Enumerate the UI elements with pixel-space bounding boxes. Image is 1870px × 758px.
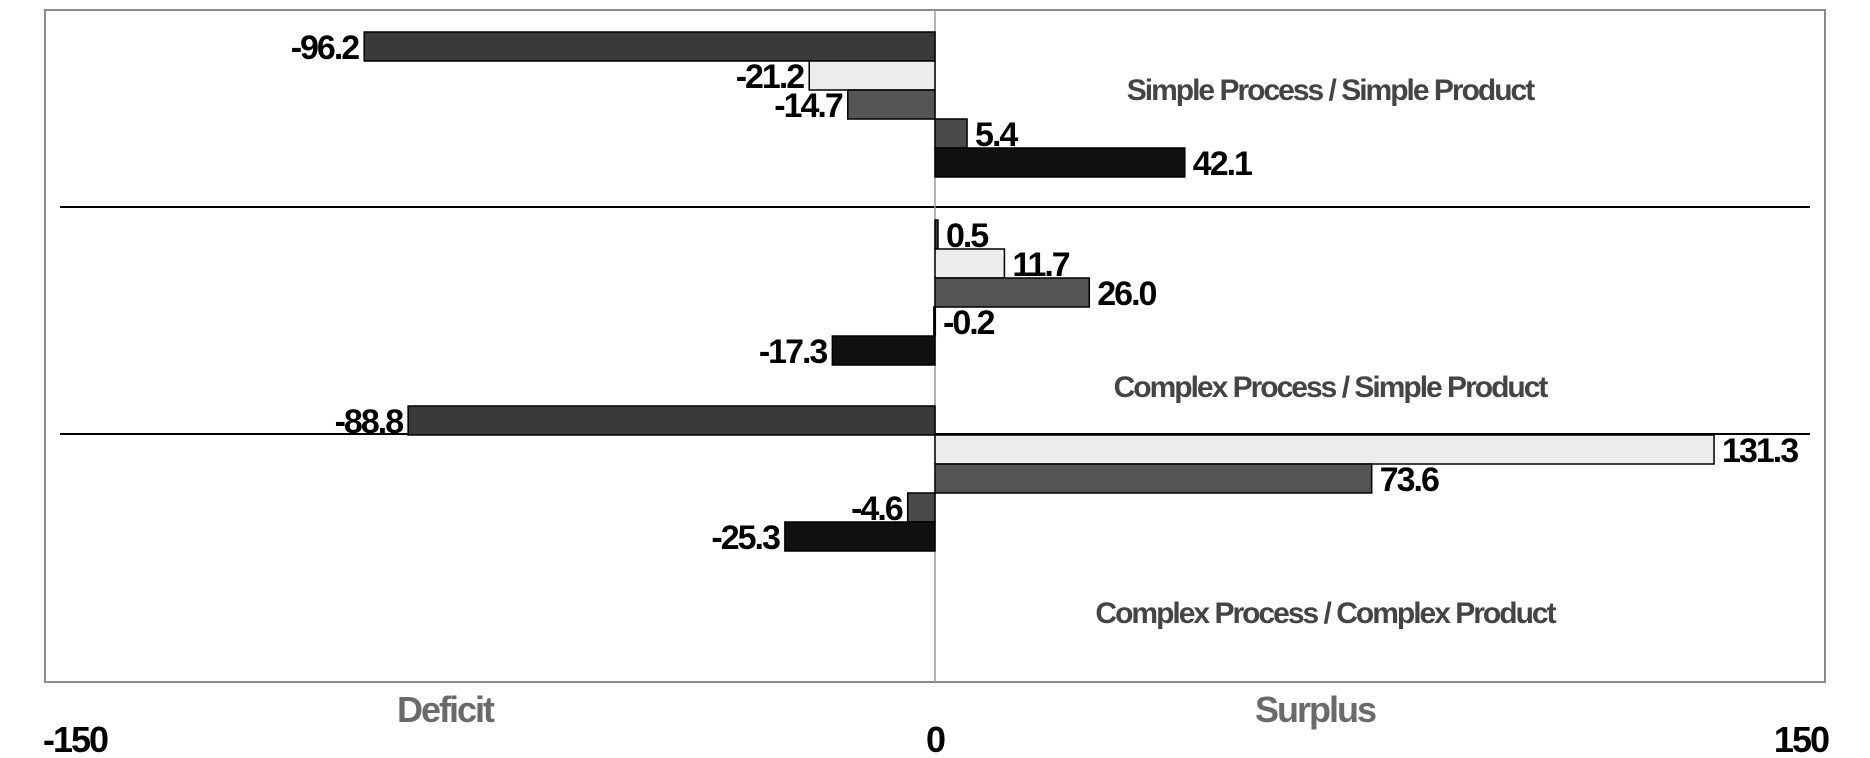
bar xyxy=(831,335,936,366)
group-label: Complex Process / Simple Product xyxy=(1114,371,1549,404)
x-tick-label: -150 xyxy=(43,719,108,758)
bar-value-label: 73.6 xyxy=(1380,461,1439,499)
bar xyxy=(933,306,937,337)
surplus-side-label: Surplus xyxy=(1255,689,1376,730)
bar xyxy=(934,219,939,250)
bar xyxy=(934,118,968,149)
bar xyxy=(934,147,1186,178)
group-label: Complex Process / Complex Product xyxy=(1095,597,1556,630)
bar xyxy=(934,434,1715,465)
bar xyxy=(363,31,936,62)
bar-value-label: -25.3 xyxy=(711,519,780,557)
bar xyxy=(934,277,1091,308)
group-label: Simple Process / Simple Product xyxy=(1127,74,1535,107)
bar xyxy=(934,463,1373,494)
x-tick-label: 0 xyxy=(926,719,945,758)
bar-value-label: -0.2 xyxy=(943,304,995,342)
bar xyxy=(934,248,1006,279)
bar-value-label: 5.4 xyxy=(975,116,1018,154)
bar xyxy=(906,492,936,523)
deficit-side-label: Deficit xyxy=(397,689,495,730)
bar xyxy=(407,405,936,436)
bar xyxy=(808,60,936,91)
bar-value-label: -17.3 xyxy=(759,333,828,371)
bar-value-label: 11.7 xyxy=(1012,246,1069,284)
bar-value-label: 42.1 xyxy=(1193,145,1252,183)
bar xyxy=(784,521,936,552)
x-tick-label: 150 xyxy=(1774,719,1829,758)
bar-value-label: -88.8 xyxy=(335,403,404,441)
bar-value-label: -14.7 xyxy=(774,87,843,125)
bar-value-label: -21.2 xyxy=(736,58,805,96)
bar-value-label: 131.3 xyxy=(1722,432,1798,470)
bar-value-label: 26.0 xyxy=(1097,275,1156,313)
bar xyxy=(847,89,936,120)
bar-value-label: -4.6 xyxy=(851,490,903,528)
bar-value-label: -96.2 xyxy=(291,29,360,67)
bar-value-label: 0.5 xyxy=(946,217,988,255)
